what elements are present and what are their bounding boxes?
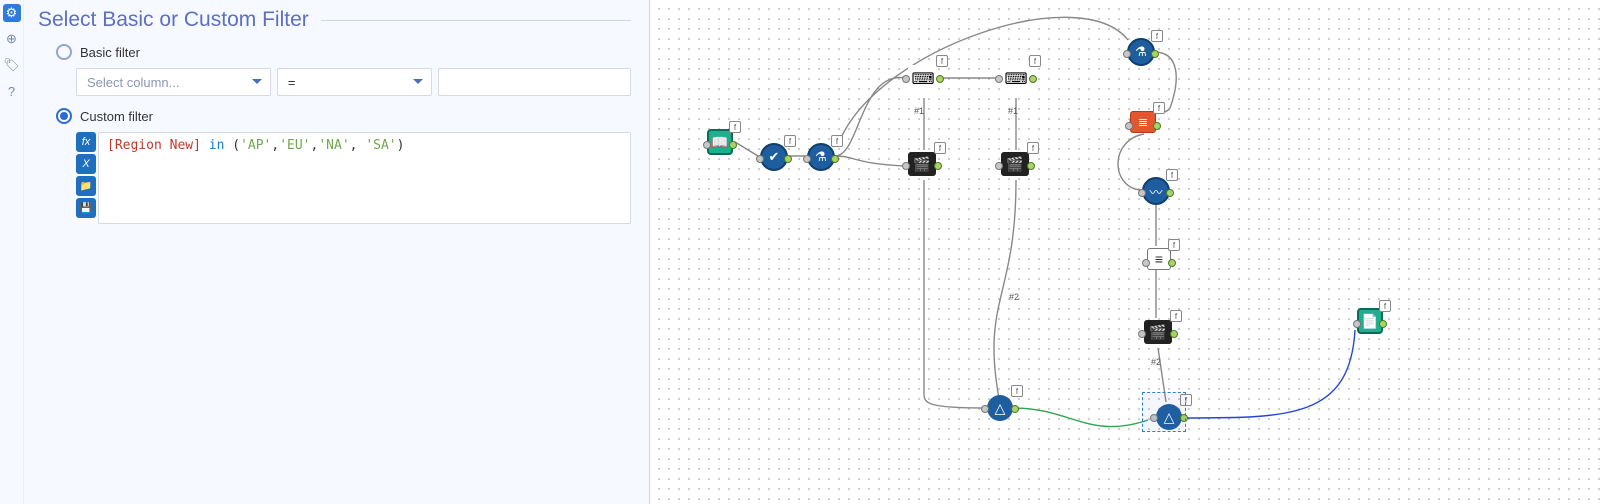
basic-filter-label: Basic filter: [80, 45, 140, 60]
badge-icon: f: [1151, 30, 1163, 42]
output-anchor[interactable]: [831, 155, 839, 163]
input-anchor[interactable]: [995, 162, 1003, 170]
input-anchor[interactable]: [902, 75, 910, 83]
tool-formula1[interactable]: ⚗f: [807, 143, 835, 171]
expr-arg: 'NA': [318, 138, 349, 153]
target-icon[interactable]: ⊕: [3, 30, 21, 48]
input-anchor[interactable]: [981, 405, 989, 413]
output-anchor[interactable]: [1379, 320, 1387, 328]
output-anchor[interactable]: [784, 155, 792, 163]
tool-output[interactable]: 📄f: [1357, 308, 1383, 334]
expr-open: (: [232, 138, 240, 153]
tool-calc2[interactable]: ⌨f: [1001, 65, 1031, 95]
badge-icon: f: [784, 135, 796, 147]
left-icon-rail: ⚙ ⊕ 🏷 ?: [0, 0, 24, 504]
fx-button[interactable]: fx: [76, 132, 96, 152]
output-anchor[interactable]: [936, 75, 944, 83]
tool-columns[interactable]: ≣f: [1130, 111, 1156, 133]
tool-film2[interactable]: 🎬f: [1001, 152, 1029, 176]
input-anchor[interactable]: [1138, 189, 1146, 197]
gear-icon[interactable]: ⚙: [3, 4, 21, 22]
panel-title: Select Basic or Custom Filter: [38, 8, 309, 32]
input-anchor[interactable]: [1353, 320, 1361, 328]
tool-formula2[interactable]: ⚗f: [1127, 38, 1155, 66]
custom-filter-radio[interactable]: Custom filter: [56, 108, 631, 124]
badge-icon: f: [1029, 55, 1041, 67]
expr-keyword: in: [209, 138, 225, 153]
operator-value: =: [288, 75, 296, 90]
input-anchor[interactable]: [995, 75, 1003, 83]
selection-box: [1142, 392, 1186, 432]
basic-filter-radio[interactable]: Basic filter: [56, 44, 631, 60]
radio-icon: [56, 108, 72, 124]
output-anchor[interactable]: [934, 162, 942, 170]
filter-config-panel: Select Basic or Custom Filter Basic filt…: [24, 0, 649, 504]
badge-icon: f: [936, 55, 948, 67]
badge-icon: f: [1011, 385, 1023, 397]
expression-side-buttons: fx X 📁 💾: [76, 132, 96, 224]
workflow-canvas[interactable]: 📖f✔f⚗f⌨f🎬f⌨f🎬f△f⚗f≣f〰f≡f🎬f△f📄f #1 #1 #2 …: [649, 0, 1605, 504]
save-button[interactable]: 💾: [76, 198, 96, 218]
badge-icon: f: [1153, 102, 1165, 114]
expr-close: ): [397, 138, 405, 153]
expr-field: [Region New]: [107, 138, 201, 153]
output-anchor[interactable]: [1153, 122, 1161, 130]
input-anchor[interactable]: [1125, 122, 1133, 130]
output-anchor[interactable]: [729, 141, 737, 149]
output-anchor[interactable]: [1011, 405, 1019, 413]
custom-filter-label: Custom filter: [80, 109, 153, 124]
expression-editor[interactable]: [Region New] in ('AP','EU','NA', 'SA'): [98, 132, 631, 224]
tool-calc1[interactable]: ⌨f: [908, 65, 938, 95]
value-input[interactable]: [438, 68, 631, 96]
badge-icon: f: [729, 121, 741, 133]
title-divider: [321, 20, 631, 21]
input-anchor[interactable]: [756, 155, 764, 163]
output-anchor[interactable]: [1151, 50, 1159, 58]
anchor-label: #2: [1151, 357, 1161, 367]
basic-filter-controls: Select column... =: [76, 68, 631, 96]
badge-icon: f: [1168, 239, 1180, 251]
badge-icon: f: [934, 142, 946, 154]
radio-icon: [56, 44, 72, 60]
input-anchor[interactable]: [1138, 330, 1146, 338]
output-anchor[interactable]: [1029, 75, 1037, 83]
input-anchor[interactable]: [1142, 259, 1150, 267]
expr-arg: 'AP': [240, 138, 271, 153]
column-select-placeholder: Select column...: [87, 75, 180, 90]
output-anchor[interactable]: [1027, 162, 1035, 170]
expr-sep: ,: [350, 138, 366, 153]
canvas-wires: [650, 0, 1605, 504]
input-anchor[interactable]: [902, 162, 910, 170]
tool-select[interactable]: ✔f: [760, 143, 788, 171]
expr-arg: 'EU': [279, 138, 310, 153]
anchor-label: #2: [1009, 292, 1019, 302]
tool-pulse[interactable]: 〰f: [1142, 177, 1170, 205]
open-folder-button[interactable]: 📁: [76, 176, 96, 196]
tag-icon[interactable]: 🏷: [3, 56, 21, 74]
custom-filter-area: fx X 📁 💾 [Region New] in ('AP','EU','NA'…: [76, 132, 631, 224]
tool-list[interactable]: ≡f: [1147, 248, 1171, 270]
tool-input[interactable]: 📖f: [707, 129, 733, 155]
output-anchor[interactable]: [1166, 189, 1174, 197]
tool-film3[interactable]: 🎬f: [1144, 320, 1172, 344]
expr-arg: 'SA': [365, 138, 396, 153]
tool-macro1[interactable]: △f: [987, 395, 1013, 421]
badge-icon: f: [1027, 142, 1039, 154]
operator-select[interactable]: =: [277, 68, 433, 96]
output-anchor[interactable]: [1170, 330, 1178, 338]
column-select[interactable]: Select column...: [76, 68, 271, 96]
badge-icon: f: [1170, 310, 1182, 322]
badge-icon: f: [831, 135, 843, 147]
badge-icon: f: [1379, 300, 1391, 312]
tool-film1[interactable]: 🎬f: [908, 152, 936, 176]
output-anchor[interactable]: [1168, 259, 1176, 267]
variable-button[interactable]: X: [76, 154, 96, 174]
badge-icon: f: [1166, 169, 1178, 181]
anchor-label: #1: [1008, 106, 1018, 116]
input-anchor[interactable]: [703, 141, 711, 149]
input-anchor[interactable]: [803, 155, 811, 163]
help-icon[interactable]: ?: [3, 82, 21, 100]
input-anchor[interactable]: [1123, 50, 1131, 58]
anchor-label: #1: [914, 106, 924, 116]
